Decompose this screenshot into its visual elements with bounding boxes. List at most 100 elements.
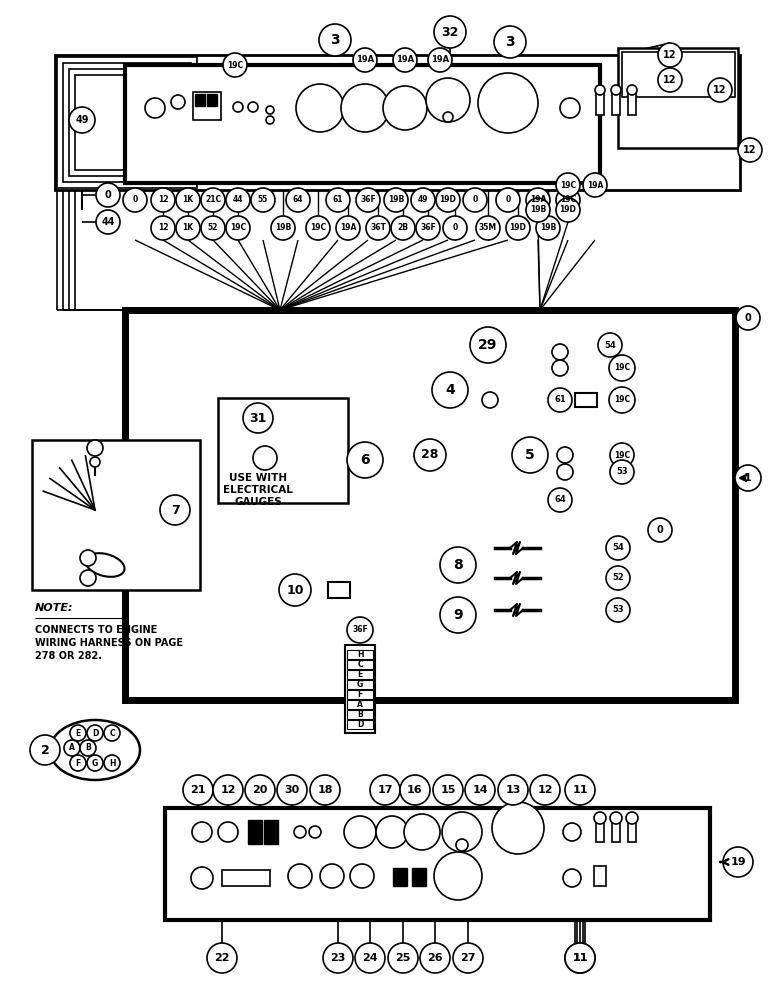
Circle shape [428, 48, 452, 72]
Circle shape [192, 822, 212, 842]
Text: CONNECTS TO ENGINE: CONNECTS TO ENGINE [35, 625, 157, 635]
Circle shape [594, 812, 606, 824]
Circle shape [183, 775, 213, 805]
Text: 12: 12 [157, 196, 168, 205]
Bar [622, 52, 735, 97]
Text: H: H [357, 650, 364, 659]
Circle shape [288, 864, 312, 888]
Text: 36T: 36T [370, 224, 386, 232]
Circle shape [440, 547, 476, 583]
Bar [195, 94, 205, 106]
Circle shape [70, 725, 86, 741]
Circle shape [388, 943, 418, 973]
Text: 2: 2 [41, 744, 49, 756]
Text: 31: 31 [249, 412, 266, 424]
Text: 8: 8 [453, 558, 463, 572]
Text: 20: 20 [252, 785, 268, 795]
Circle shape [160, 495, 190, 525]
Circle shape [556, 198, 580, 222]
Circle shape [347, 442, 383, 478]
Circle shape [563, 869, 581, 887]
Bar [347, 710, 373, 719]
Text: 35M: 35M [479, 224, 497, 232]
Circle shape [442, 812, 482, 852]
Text: G: G [92, 758, 98, 768]
Circle shape [87, 725, 103, 741]
Text: F: F [357, 690, 363, 699]
Text: 19: 19 [730, 857, 746, 867]
Circle shape [207, 943, 237, 973]
Text: 49: 49 [75, 115, 89, 125]
Bar [264, 820, 278, 844]
Text: 5: 5 [525, 448, 535, 462]
Circle shape [266, 106, 274, 114]
Circle shape [356, 188, 380, 212]
Circle shape [171, 95, 185, 109]
Circle shape [64, 740, 80, 756]
Circle shape [319, 24, 351, 56]
Bar [75, 75, 179, 170]
Circle shape [294, 826, 306, 838]
Text: 19C: 19C [614, 395, 630, 404]
Text: 61: 61 [554, 395, 566, 404]
Text: 52: 52 [208, 224, 218, 232]
Circle shape [350, 864, 374, 888]
Text: 19B: 19B [275, 224, 291, 232]
Circle shape [341, 84, 389, 132]
Text: 0: 0 [452, 224, 458, 232]
Circle shape [87, 440, 103, 456]
Text: 22: 22 [215, 953, 230, 963]
Circle shape [145, 98, 165, 118]
Bar [57, 57, 197, 188]
Circle shape [434, 16, 466, 48]
Circle shape [465, 775, 495, 805]
Text: 11: 11 [572, 785, 587, 795]
Bar [347, 700, 373, 709]
Text: 61: 61 [333, 196, 344, 205]
Text: C: C [357, 660, 363, 669]
Bar [628, 93, 636, 115]
Text: 19C: 19C [310, 224, 326, 232]
Bar [55, 55, 740, 190]
Circle shape [323, 943, 353, 973]
Bar [345, 645, 375, 733]
Circle shape [648, 518, 672, 542]
Circle shape [344, 816, 376, 848]
Bar [218, 398, 348, 503]
Text: 15: 15 [440, 785, 455, 795]
Text: 12: 12 [713, 85, 726, 95]
Circle shape [218, 822, 238, 842]
Text: 19A: 19A [340, 224, 356, 232]
Text: 13: 13 [506, 785, 520, 795]
Circle shape [557, 464, 573, 480]
Circle shape [565, 943, 595, 973]
Circle shape [432, 372, 468, 408]
Circle shape [90, 457, 100, 467]
Bar [347, 660, 373, 669]
Circle shape [530, 775, 560, 805]
Circle shape [609, 387, 635, 413]
Circle shape [336, 216, 360, 240]
Circle shape [226, 216, 250, 240]
Circle shape [310, 775, 340, 805]
Text: 49: 49 [418, 196, 428, 205]
Circle shape [658, 68, 682, 92]
Circle shape [560, 98, 580, 118]
Bar [165, 808, 710, 920]
Bar [612, 820, 620, 842]
Circle shape [627, 85, 637, 95]
Text: 25: 25 [395, 953, 411, 963]
Text: 19A: 19A [530, 196, 546, 205]
Text: 19A: 19A [356, 55, 374, 64]
Circle shape [80, 570, 96, 586]
Circle shape [611, 85, 621, 95]
Circle shape [347, 617, 373, 643]
Text: A: A [357, 700, 363, 709]
Circle shape [609, 355, 635, 381]
Circle shape [253, 446, 277, 470]
Bar [612, 93, 620, 115]
Circle shape [213, 775, 243, 805]
Text: 28: 28 [422, 448, 438, 462]
Text: 36F: 36F [360, 196, 376, 205]
Text: USE WITH: USE WITH [229, 473, 287, 483]
